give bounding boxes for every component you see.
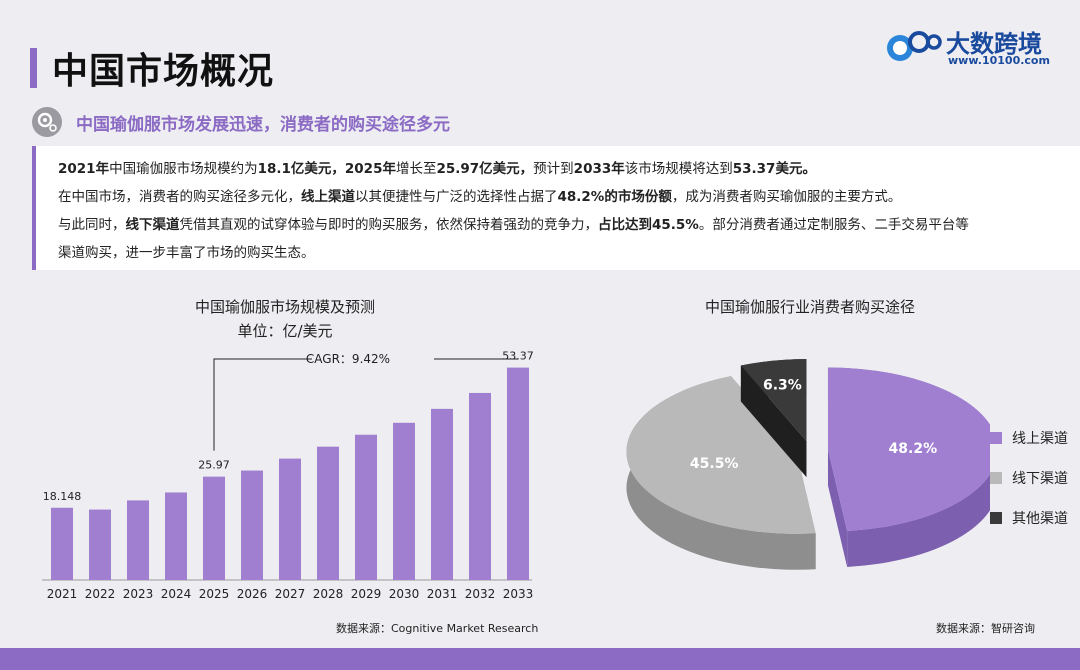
summary-segment: 18.1亿美元，2025年 [258, 161, 396, 177]
legend-label: 其他渠道 [1012, 508, 1068, 528]
summary-segment: 48.2%的市场份额 [558, 189, 672, 205]
x-tick-label: 2030 [389, 587, 420, 601]
x-tick-label: 2032 [465, 587, 496, 601]
summary-segment: 线下渠道 [126, 217, 180, 233]
cagr-annotation: CAGR：9.42% [306, 352, 390, 366]
bar-chart-unit: 单位：亿/美元 [130, 320, 440, 341]
summary-segment: 25.97亿美元， [436, 161, 533, 177]
section-subtitle: 中国瑜伽服市场发展迅速，消费者的购买途径多元 [76, 110, 450, 135]
cagr-bracket-left [214, 359, 312, 451]
summary-segment: 线上渠道 [301, 189, 355, 205]
bar-value-label: 25.97 [198, 459, 230, 472]
brand-logo: 大数跨境 www.10100.com [886, 24, 1056, 70]
summary-segment: 占比达到45.5% [598, 217, 699, 233]
bar-2028 [317, 447, 339, 580]
bottom-accent-strip [0, 648, 1080, 670]
summary-line-1: 2021年中国瑜伽服市场规模约为18.1亿美元，2025年增长至25.97亿美元… [58, 155, 1080, 183]
bar-2031 [431, 409, 453, 580]
legend-label: 线下渠道 [1012, 468, 1068, 488]
bar-chart-title: 中国瑜伽服市场规模及预测 [130, 296, 440, 317]
bar-chart-source: 数据来源：Cognitive Market Research [336, 620, 538, 636]
pie-legend: 线上渠道线下渠道其他渠道 [990, 418, 1068, 538]
summary-segment: ，成为消费者购买瑜伽服的主要方式。 [672, 189, 902, 205]
x-tick-label: 2023 [123, 587, 154, 601]
bar-2029 [355, 435, 377, 580]
legend-item: 线下渠道 [990, 458, 1068, 498]
x-tick-label: 2027 [275, 587, 306, 601]
summary-segment: 2021年 [58, 161, 109, 177]
legend-swatch [990, 512, 1002, 524]
bar-2024 [165, 492, 187, 580]
pie-chart-title: 中国瑜伽服行业消费者购买途径 [640, 296, 980, 317]
summary-segment: 预计到 [533, 161, 574, 177]
summary-segment: 中国瑜伽服市场规模约为 [109, 161, 258, 177]
pie-slice-线上渠道 [828, 367, 990, 566]
summary-box: 2021年中国瑜伽服市场规模约为18.1亿美元，2025年增长至25.97亿美元… [32, 146, 1080, 270]
logo-mark-icon [886, 26, 942, 66]
x-tick-label: 2025 [199, 587, 230, 601]
bar-2030 [393, 423, 415, 580]
legend-label: 线上渠道 [1012, 428, 1068, 448]
summary-segment: 在中国市场，消费者的购买途径多元化， [58, 189, 301, 205]
bar-chart: 2021 18.148 2022 2023 2024 2025 25.97 2026 2027 2… [0, 340, 560, 610]
summary-line-2: 在中国市场，消费者的购买途径多元化，线上渠道以其便捷性与广泛的选择性占据了48.… [58, 183, 1080, 211]
x-tick-label: 2031 [427, 587, 458, 601]
legend-item: 线上渠道 [990, 418, 1068, 458]
bar-2033 [507, 368, 529, 580]
bar-2025 [203, 477, 225, 580]
summary-segment: 与此同时， [58, 217, 126, 233]
logo-url: www.10100.com [948, 54, 1050, 67]
legend-swatch [990, 472, 1002, 484]
bar-2032 [469, 393, 491, 580]
x-tick-label: 2022 [85, 587, 116, 601]
x-tick-label: 2026 [237, 587, 268, 601]
pie-value-label: 45.5% [690, 456, 739, 472]
x-tick-label: 2033 [503, 587, 534, 601]
pie-chart: 48.2% 45.5% 6.3% [620, 350, 990, 580]
title-accent-bar [30, 48, 37, 88]
bar-2021 [51, 508, 73, 580]
summary-line-4: 渠道购买，进一步丰富了市场的购买生态。 [58, 239, 1080, 267]
summary-segment: 凭借其直观的试穿体验与即时的购买服务，依然保持着强劲的竞争力， [180, 217, 599, 233]
summary-segment: 以其便捷性与广泛的选择性占据了 [355, 189, 558, 205]
gear-icon [32, 107, 62, 137]
summary-segment: 。部分消费者通过定制服务、二手交易平台等 [699, 217, 969, 233]
x-tick-label: 2028 [313, 587, 344, 601]
bar-2027 [279, 459, 301, 580]
bar-2023 [127, 500, 149, 580]
subtitle-row: 中国瑜伽服市场发展迅速，消费者的购买途径多元 [32, 106, 450, 138]
pie-value-label: 6.3% [763, 377, 802, 393]
pie-chart-source: 数据来源：智研咨询 [936, 620, 1035, 636]
summary-segment: 2033年 [574, 161, 625, 177]
summary-segment: 增长至 [396, 161, 437, 177]
legend-swatch [990, 432, 1002, 444]
page-title: 中国市场概况 [52, 42, 274, 94]
x-tick-label: 2029 [351, 587, 382, 601]
bar-2022 [89, 510, 111, 580]
bar-value-label: 18.148 [43, 490, 82, 503]
summary-segment: 该市场规模将达到 [625, 161, 733, 177]
pie-value-label: 48.2% [889, 441, 938, 457]
bar-value-label: 53.37 [502, 350, 534, 363]
x-tick-label: 2024 [161, 587, 192, 601]
x-tick-label: 2021 [47, 587, 78, 601]
summary-segment: 渠道购买，进一步丰富了市场的购买生态。 [58, 245, 315, 261]
summary-segment: 53.37美元。 [733, 161, 816, 177]
summary-line-3: 与此同时，线下渠道凭借其直观的试穿体验与即时的购买服务，依然保持着强劲的竞争力，… [58, 211, 1080, 239]
legend-item: 其他渠道 [990, 498, 1068, 538]
bar-2026 [241, 471, 263, 580]
